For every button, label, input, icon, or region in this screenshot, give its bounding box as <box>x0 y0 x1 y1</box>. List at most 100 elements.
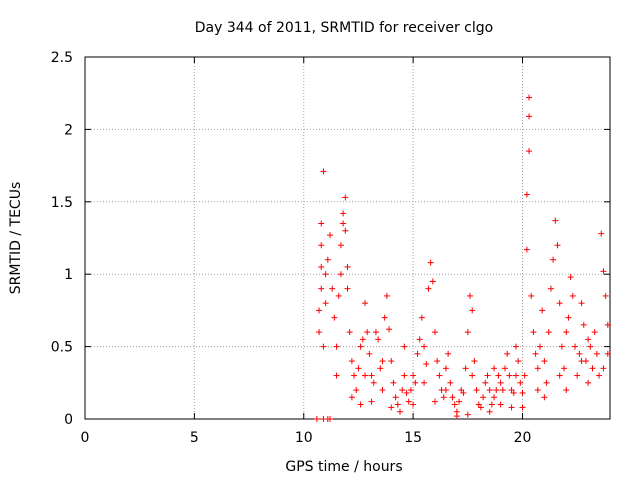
data-point <box>453 413 460 420</box>
y-axis-label: SRMTID / TECUs <box>8 182 24 295</box>
axis-ticks: 0 5 10 15 20 0 0.5 1 1.5 2 2.5 <box>51 50 610 446</box>
data-point <box>318 263 325 270</box>
data-point <box>519 389 526 396</box>
data-point <box>556 372 563 379</box>
data-point <box>344 285 351 292</box>
data-point <box>342 227 349 234</box>
data-point <box>467 292 473 299</box>
data-point <box>462 365 469 372</box>
data-point <box>320 168 327 175</box>
data-point <box>567 274 574 281</box>
data-point <box>464 329 471 336</box>
data-point <box>318 220 325 227</box>
data-point <box>585 379 592 386</box>
data-point <box>512 372 519 379</box>
data-point <box>392 394 399 401</box>
data-point <box>502 365 508 372</box>
data-point <box>558 343 565 350</box>
data-point <box>471 358 478 365</box>
data-point <box>442 387 449 394</box>
data-point <box>561 365 568 372</box>
data-point <box>585 336 592 343</box>
data-point <box>537 343 543 350</box>
data-point <box>449 394 456 401</box>
data-point <box>456 398 463 405</box>
data-point <box>526 113 533 120</box>
x-tick-label: 5 <box>190 430 199 446</box>
data-point <box>421 379 428 386</box>
data-point <box>381 314 388 321</box>
data-point <box>491 365 498 372</box>
data-point <box>421 343 428 350</box>
data-point <box>469 307 476 314</box>
data-point <box>407 387 414 394</box>
data-point <box>580 321 587 328</box>
data-points <box>313 94 611 422</box>
data-point <box>388 358 395 365</box>
data-point <box>331 314 338 321</box>
data-point <box>357 343 364 350</box>
data-point <box>545 329 552 336</box>
data-point <box>572 343 578 350</box>
grid <box>85 57 610 419</box>
data-point <box>375 336 382 343</box>
data-point <box>372 329 379 336</box>
data-point <box>510 389 517 396</box>
data-point <box>517 379 524 386</box>
data-point <box>399 387 406 394</box>
data-point <box>528 292 535 299</box>
data-point <box>587 343 594 350</box>
data-point <box>383 292 390 299</box>
data-point <box>488 401 495 408</box>
data-point <box>333 343 340 350</box>
data-point <box>484 372 491 379</box>
chart-title: Day 344 of 2011, SRMTID for receiver clg… <box>195 20 493 36</box>
data-point <box>493 387 500 394</box>
data-point <box>521 372 528 379</box>
data-point <box>397 408 403 415</box>
data-point <box>344 263 351 270</box>
data-point <box>427 259 434 266</box>
data-point <box>320 343 327 350</box>
data-point <box>477 404 484 411</box>
data-point <box>486 408 493 415</box>
data-point <box>526 148 533 155</box>
data-point <box>357 401 364 408</box>
data-point <box>504 350 511 357</box>
data-point <box>337 271 344 278</box>
data-point <box>362 372 368 379</box>
data-point <box>578 300 585 307</box>
data-point <box>447 379 454 386</box>
y-tick-label: 1 <box>64 267 73 283</box>
data-point <box>313 416 320 422</box>
data-point <box>578 358 585 365</box>
data-point <box>342 194 349 201</box>
data-point <box>348 358 355 365</box>
data-point <box>432 329 438 336</box>
data-point <box>410 372 417 379</box>
data-point <box>394 401 401 408</box>
data-point <box>335 292 342 299</box>
data-point <box>403 389 410 396</box>
data-point <box>440 394 447 401</box>
data-point <box>473 387 480 394</box>
data-point <box>327 232 333 239</box>
data-point <box>565 314 572 321</box>
data-point <box>589 365 596 372</box>
data-point <box>591 329 598 336</box>
data-point <box>412 379 419 386</box>
data-point <box>390 379 397 386</box>
data-point <box>418 314 425 321</box>
data-point <box>327 416 333 422</box>
data-point <box>532 350 539 357</box>
data-point <box>539 307 546 314</box>
data-point <box>445 350 452 357</box>
data-point <box>434 358 441 365</box>
data-point <box>351 372 358 379</box>
y-tick-label: 0.5 <box>51 340 73 356</box>
data-point <box>388 404 395 411</box>
data-point <box>423 360 430 367</box>
data-point <box>337 242 344 249</box>
data-point <box>519 404 526 411</box>
